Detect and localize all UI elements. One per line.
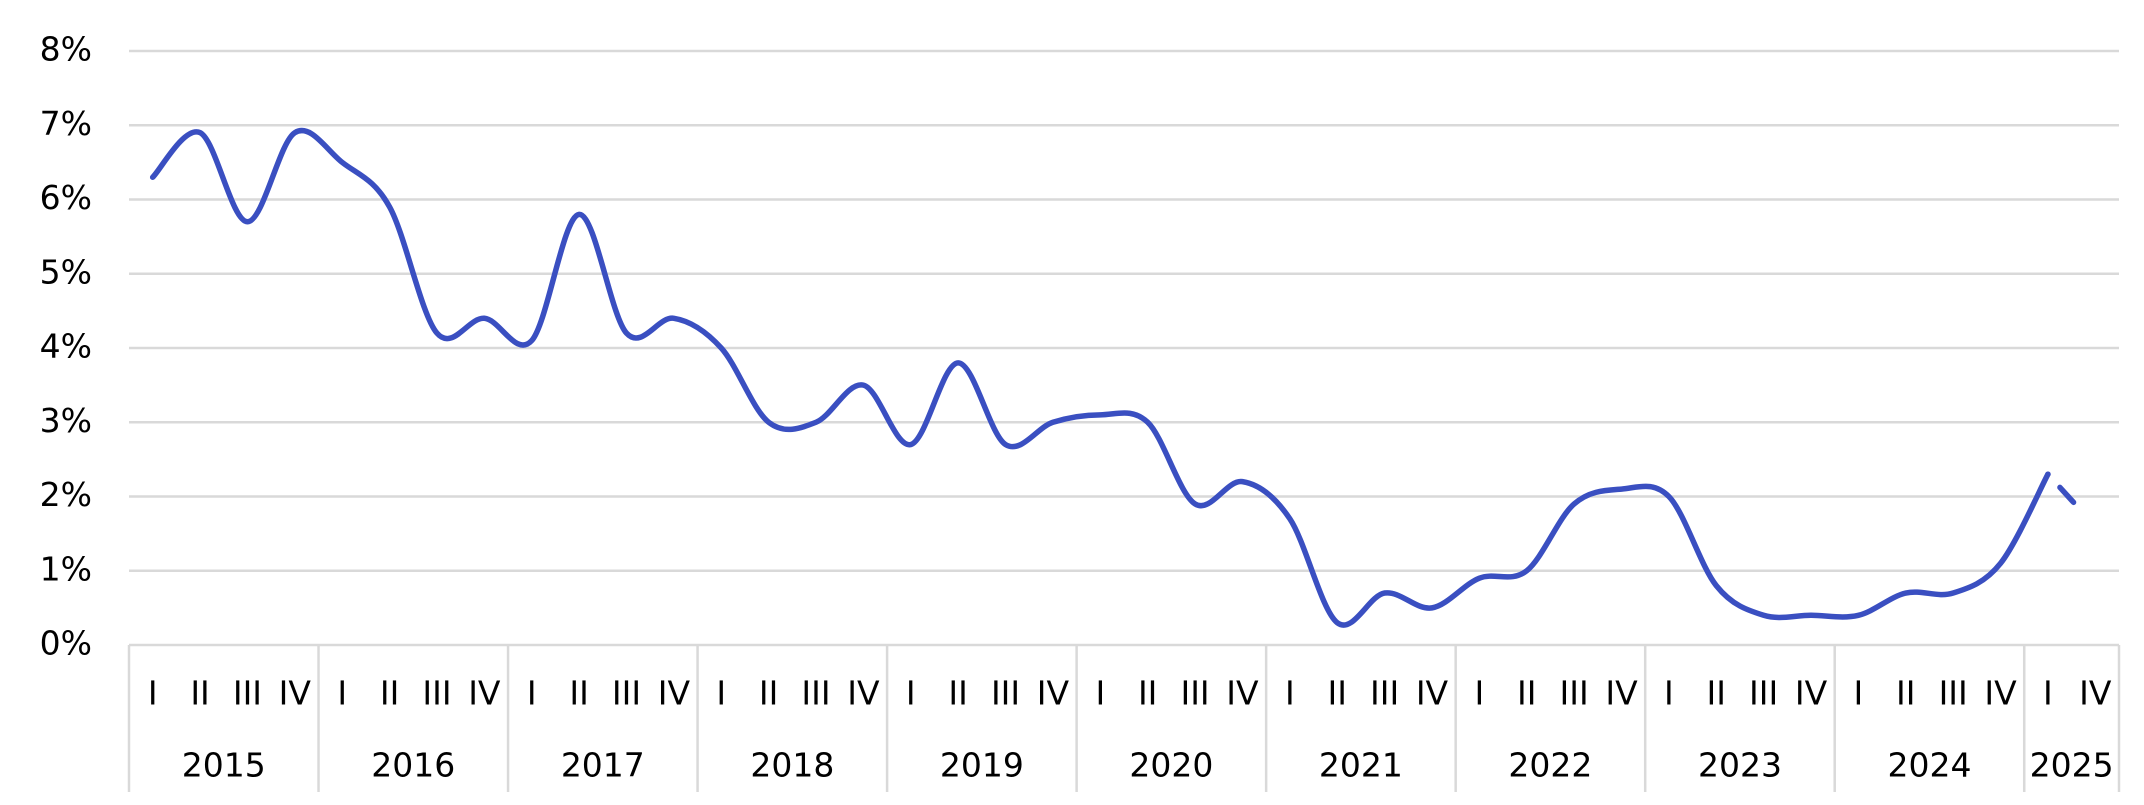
- x-tick-label: IV: [847, 674, 880, 713]
- x-tick-label: I: [716, 674, 726, 713]
- x-tick-label: II: [569, 674, 588, 713]
- x-tick-label: II: [380, 674, 399, 713]
- y-tick-label: 2%: [40, 475, 92, 514]
- x-tick-label: III: [233, 674, 262, 713]
- x-group-label: 2016: [371, 746, 455, 785]
- x-group-label: 2015: [182, 746, 266, 785]
- x-group-label: 2022: [1508, 746, 1592, 785]
- x-tick-label: II: [1707, 674, 1726, 713]
- x-tick-label: IV: [1037, 674, 1070, 713]
- x-tick-label: III: [1749, 674, 1778, 713]
- x-tick-label: III: [991, 674, 1020, 713]
- x-tick-label: I: [1664, 674, 1674, 713]
- y-tick-label: 0%: [40, 624, 92, 663]
- x-tick-label: IV: [1984, 674, 2017, 713]
- line-series: [149, 127, 2051, 628]
- x-group-label: 2021: [1319, 746, 1403, 785]
- y-tick-label: 8%: [40, 30, 92, 69]
- x-tick-label: II: [190, 674, 209, 713]
- line-series: [2045, 471, 2099, 529]
- x-tick-label: II: [1138, 674, 1157, 713]
- x-tick-label: I: [527, 674, 537, 713]
- x-tick-label: IV: [1795, 674, 1828, 713]
- x-tick-label: II: [1327, 674, 1346, 713]
- x-tick-label: IV: [2079, 674, 2112, 713]
- x-tick-label: I: [1095, 674, 1105, 713]
- x-tick-label: III: [422, 674, 451, 713]
- x-tick-label: IV: [279, 674, 312, 713]
- x-tick-label: I: [906, 674, 916, 713]
- y-tick-label: 6%: [40, 178, 92, 217]
- x-tick-label: I: [1854, 674, 1864, 713]
- x-group-label: 2019: [940, 746, 1024, 785]
- y-tick-label: 3%: [40, 401, 92, 440]
- y-tick-label: 1%: [40, 549, 92, 588]
- x-tick-label: I: [148, 674, 158, 713]
- y-tick-label: 5%: [40, 252, 92, 291]
- x-tick-label: IV: [1605, 674, 1638, 713]
- x-tick-label: II: [948, 674, 967, 713]
- x-tick-label: I: [2043, 674, 2053, 713]
- x-tick-label: I: [1285, 674, 1295, 713]
- x-tick-label: IV: [1416, 674, 1449, 713]
- x-tick-label: III: [1560, 674, 1589, 713]
- x-tick-label: III: [1939, 674, 1968, 713]
- x-group-label: 2017: [561, 746, 645, 785]
- x-tick-label: II: [759, 674, 778, 713]
- x-tick-label: I: [1474, 674, 1484, 713]
- x-tick-label: III: [1370, 674, 1399, 713]
- y-tick-label: 4%: [40, 327, 92, 366]
- x-group-label: 2020: [1129, 746, 1213, 785]
- x-tick-label: IV: [468, 674, 501, 713]
- x-group-label: 2018: [750, 746, 834, 785]
- x-group-label: 2023: [1698, 746, 1782, 785]
- x-group-label: 2025: [2030, 746, 2114, 785]
- x-tick-label: III: [801, 674, 830, 713]
- x-tick-label: IV: [658, 674, 691, 713]
- x-tick-label: II: [1896, 674, 1915, 713]
- x-tick-label: IV: [1226, 674, 1259, 713]
- x-group-label: 2024: [1887, 746, 1971, 785]
- x-tick-label: III: [1180, 674, 1209, 713]
- x-tick-label: II: [1517, 674, 1536, 713]
- x-tick-label: I: [337, 674, 347, 713]
- x-tick-label: III: [612, 674, 641, 713]
- y-tick-label: 7%: [40, 104, 92, 143]
